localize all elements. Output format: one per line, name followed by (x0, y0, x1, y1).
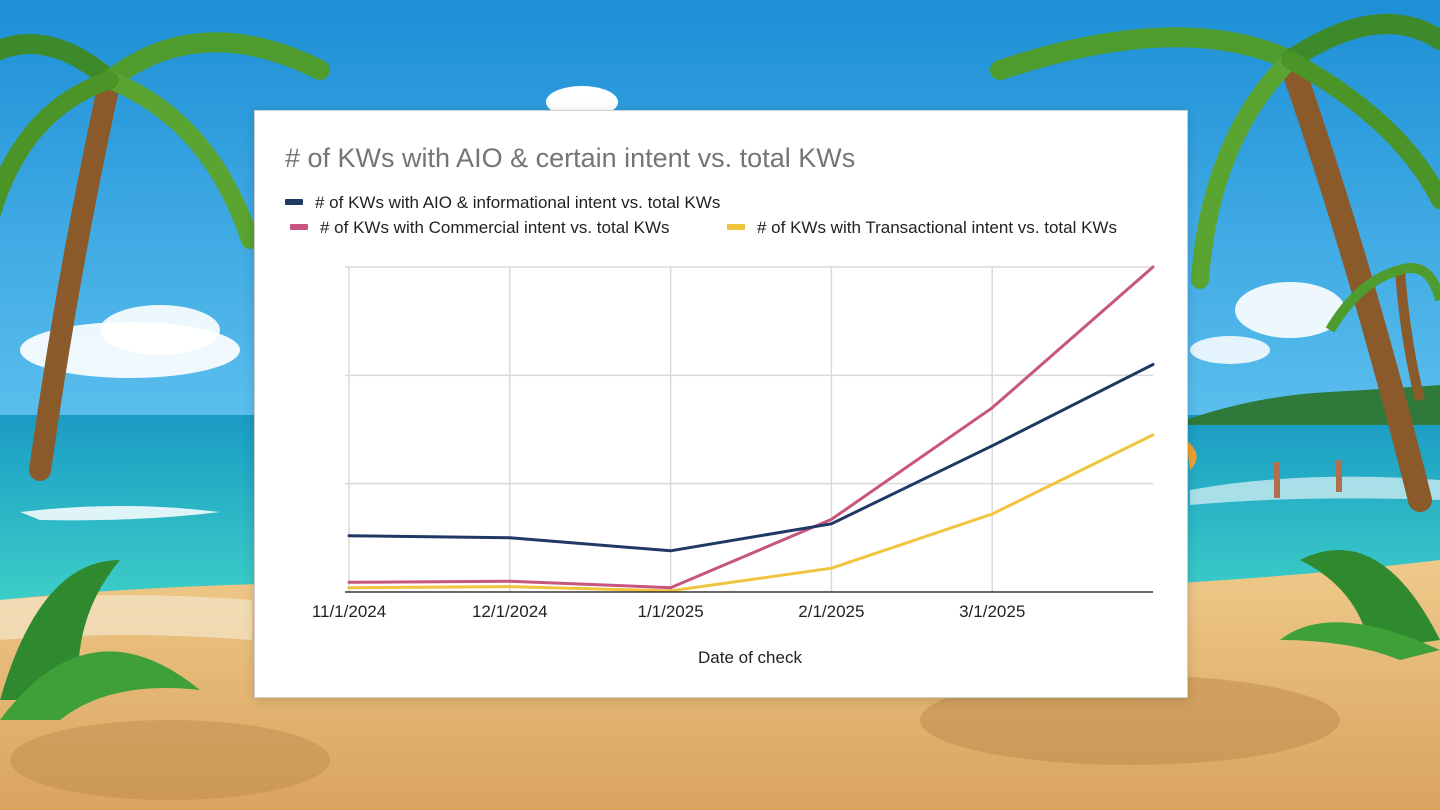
legend-label-transactional: # of KWs with Transactional intent vs. t… (757, 218, 1117, 237)
x-tick-label-4: 3/1/2025 (959, 602, 1025, 621)
series-lines (347, 265, 1155, 593)
x-tick-label-1: 12/1/2024 (472, 602, 548, 621)
vertical-gridlines (348, 267, 993, 592)
series-line-informational (347, 363, 1155, 553)
x-tick-label-3: 2/1/2025 (798, 602, 864, 621)
x-tick-label-2: 1/1/2025 (638, 602, 704, 621)
chart-title: # of KWs with AIO & certain intent vs. t… (285, 143, 855, 173)
x-tick-labels: 11/1/2024 12/1/2024 1/1/2025 2/1/2025 3/1/20… (312, 602, 1025, 621)
legend-swatch-commercial (290, 224, 308, 230)
legend-swatch-transactional (727, 224, 745, 230)
x-tick-label-0: 11/1/2024 (312, 602, 386, 621)
legend-swatch-informational (285, 199, 303, 205)
horizontal-gridlines (345, 266, 1153, 485)
legend: # of KWs with AIO & informational intent… (285, 193, 1117, 237)
chart-card: # of KWs with AIO & certain intent vs. t… (254, 110, 1188, 698)
x-axis-title: Date of check (698, 648, 802, 667)
legend-label-informational: # of KWs with AIO & informational intent… (315, 193, 720, 212)
series-line-commercial (347, 265, 1155, 590)
series-line-transactional (347, 433, 1155, 593)
line-chart: # of KWs with AIO & certain intent vs. t… (285, 143, 1155, 667)
legend-label-commercial: # of KWs with Commercial intent vs. tota… (320, 218, 670, 237)
